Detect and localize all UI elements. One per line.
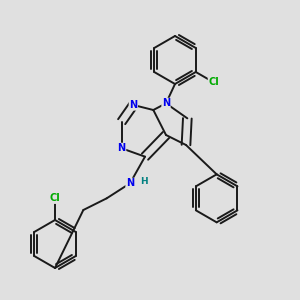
Text: N: N [129,100,137,110]
Text: N: N [126,178,134,188]
Text: H: H [140,177,148,186]
Text: N: N [162,98,170,108]
Text: Cl: Cl [208,77,219,87]
Text: Cl: Cl [50,193,60,203]
Text: N: N [118,143,126,153]
